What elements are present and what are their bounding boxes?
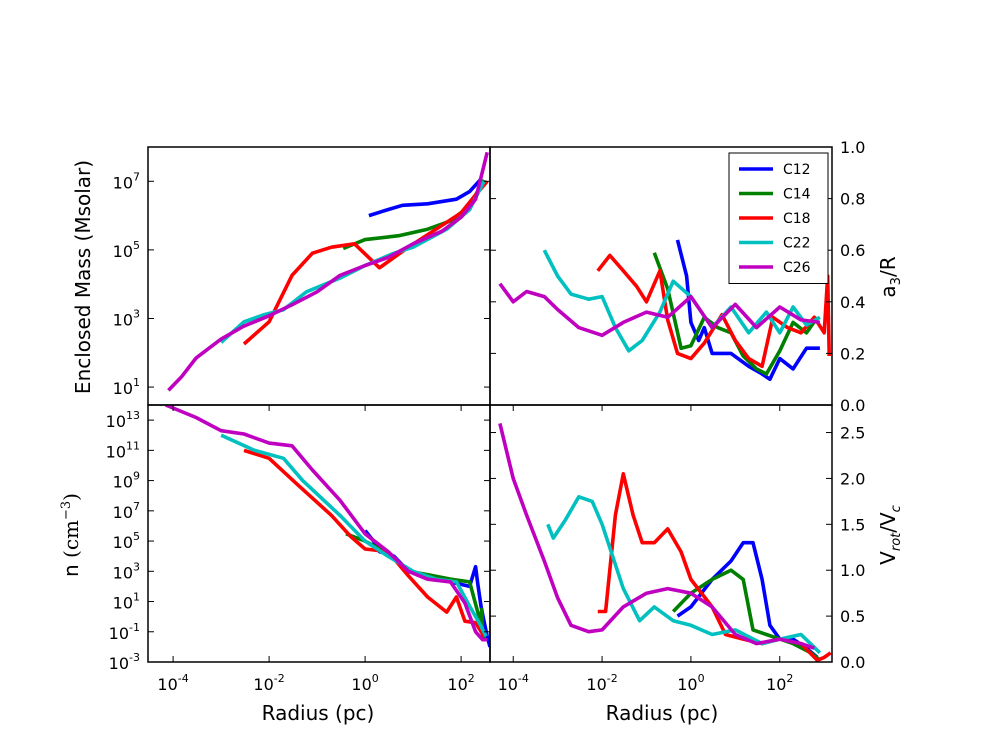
legend-label-c14: C14 [783,187,811,203]
series-line-c26 [498,282,821,338]
xtick-label: 100 [677,672,704,694]
axis-ratio-panel: 0.0 0.2 0.4 0.6 0.8 1.0 [489,138,865,415]
ytick-label: 1.0 [840,138,865,157]
series-line-c26 [167,151,489,392]
density-xlabel: Radius (pc) [262,701,375,725]
series-line-c26 [498,422,815,650]
ytick-label: 105 [113,530,140,552]
ytick-label: 0.2 [840,344,865,363]
ytick-label: 101 [113,591,140,613]
ytick-label: 105 [113,239,140,261]
legend-label-c18: C18 [783,211,811,227]
xtick-label: 10-2 [586,672,617,694]
ytick-label: 0.6 [840,241,865,260]
ytick-label: 103 [113,307,140,329]
ytick-label: 0.0 [840,396,865,415]
ytick-label: 1013 [106,409,140,431]
density-panel: 10-3 10-1 101 103 105 107 109 1011 1013 10-4 10-2 1… [106,404,491,694]
legend-label-c26: C26 [783,260,811,276]
ytick-label: 109 [113,470,140,492]
ytick-label: 101 [113,376,140,398]
enclosed-mass-ylabel: Enclosed Mass (Msolar) [71,160,95,394]
ytick-label: 10-1 [109,621,140,643]
rotation-ylabel: Vrot/Vc [876,505,904,565]
ytick-label: 1011 [106,439,140,461]
xtick-label: 100 [351,672,378,694]
density-ylabel: n (cm−3) [59,493,83,577]
ytick-label: 10-3 [109,651,140,673]
legend-label-c12: C12 [783,162,811,178]
rotation-xlabel: Radius (pc) [606,701,719,725]
series-line-c26 [165,405,488,642]
ytick-label: 2.5 [840,424,865,443]
ytick-label: 2.0 [840,469,865,488]
ytick-label: 0.4 [840,293,865,312]
ytick-label: 1.5 [840,515,865,534]
ytick-label: 107 [113,170,140,192]
series-line-c22 [542,249,821,353]
legend: C12 C14 C18 C22 C26 [728,152,829,284]
ytick-label: 103 [113,560,140,582]
xtick-label: 102 [447,672,474,694]
xtick-label: 10-4 [498,672,529,694]
ytick-label: 0.5 [840,607,865,626]
series-line-c22 [220,433,488,638]
xtick-label: 102 [766,672,793,694]
series-line-c12 [368,178,482,218]
ytick-label: 0.8 [840,190,865,209]
rotation-frame [489,404,833,663]
legend-label-c22: C22 [783,236,811,252]
ytick-label: 107 [113,500,140,522]
series-line-c14 [671,568,822,662]
series-line-c18 [242,180,489,346]
ytick-label: 1.0 [840,561,865,580]
axis-ratio-ylabel: a3/R [876,256,904,297]
xtick-label: 10-2 [253,672,284,694]
rotation-panel: 0.0 0.5 1.0 1.5 2.0 2.5 10-4 10-2 100 102 [489,404,865,694]
series-line-c12 [675,239,820,381]
xtick-label: 10-4 [157,672,188,694]
ytick-label: 0.0 [840,653,865,672]
